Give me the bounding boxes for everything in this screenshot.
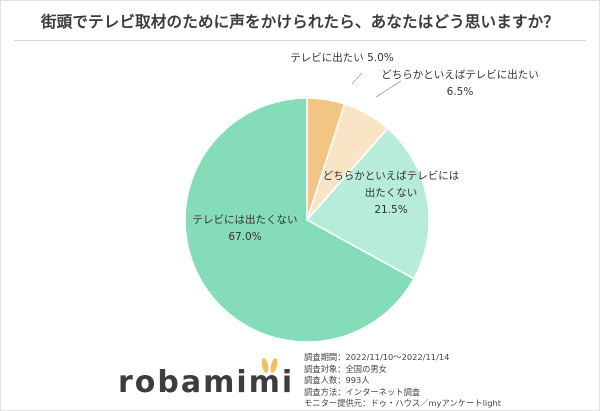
slice-0-label: テレビに出たい 5.0% (290, 51, 394, 64)
note-period: 調査期間：2022/11/10～2022/11/14 (304, 352, 450, 362)
brand-logo: robamimi (118, 365, 295, 400)
slice-3 (184, 97, 415, 343)
slice-1-label: どちらかといえばテレビに出たい (381, 68, 539, 81)
chart-title: 街頭でテレビ取材のために声をかけられたら、あなたはどう思いますか？ (40, 13, 560, 31)
slice-1-value-label: 6.5% (447, 86, 474, 98)
note-provider: モニター提供元：ドゥ・ハウス／myアンケートlight (304, 398, 501, 409)
survey-notes: 調査期間：2022/11/10～2022/11/14 調査対象：全国の男女 調査… (304, 352, 594, 410)
slice-2 (305, 127, 430, 280)
slice-2-label: どちらかといえばテレビには (323, 170, 460, 182)
slice-3-value-label: 67.0% (228, 231, 261, 243)
note-target: 調査対象：全国の男女 (304, 363, 387, 374)
slice-3-label: テレビには出たくない (193, 213, 298, 226)
slice-2-label: 出たくない (365, 186, 418, 199)
note-method: 調査方法：インターネット調査 (304, 386, 421, 397)
slice-1-leader-line (375, 80, 402, 98)
note-count: 調査人数：993人 (304, 375, 370, 386)
slice-2-value-label: 21.5% (374, 204, 407, 216)
title-divider (14, 40, 586, 41)
slice-0-leader-line (351, 72, 363, 85)
